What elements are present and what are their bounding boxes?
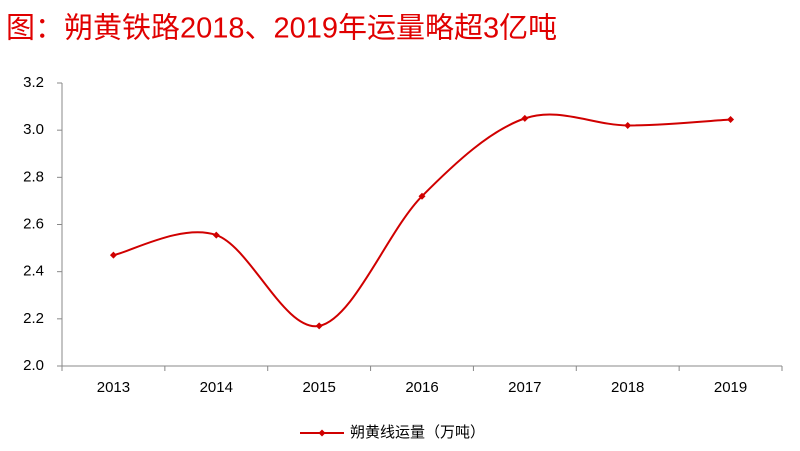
x-tick-label: 2015 xyxy=(302,379,335,396)
y-tick-label: 2.4 xyxy=(23,263,44,280)
y-tick-label: 2.0 xyxy=(23,357,44,374)
legend-marker xyxy=(318,429,326,437)
x-tick-label: 2016 xyxy=(405,379,438,396)
point-marker xyxy=(109,251,117,259)
y-tick-label: 2.2 xyxy=(23,310,44,327)
point-marker xyxy=(418,192,426,200)
x-tick-label: 2018 xyxy=(611,379,644,396)
point-marker xyxy=(624,121,632,129)
point-marker xyxy=(212,231,220,239)
legend-label: 朔黄线运量（万吨） xyxy=(350,424,485,441)
y-tick-label: 3.2 xyxy=(23,74,44,91)
point-marker xyxy=(315,322,323,330)
point-marker xyxy=(521,114,529,122)
series-line xyxy=(113,113,731,327)
x-tick-label: 2014 xyxy=(200,379,233,396)
y-tick-label: 2.8 xyxy=(23,168,44,185)
x-tick-label: 2017 xyxy=(508,379,541,396)
x-tick-label: 2019 xyxy=(714,379,747,396)
chart-title: 图：朔黄铁路2018、2019年运量略超3亿吨 xyxy=(6,12,557,45)
y-tick-label: 2.6 xyxy=(23,215,44,232)
x-tick-label: 2013 xyxy=(97,379,130,396)
point-marker xyxy=(727,116,735,124)
y-tick-label: 3.0 xyxy=(23,121,44,138)
